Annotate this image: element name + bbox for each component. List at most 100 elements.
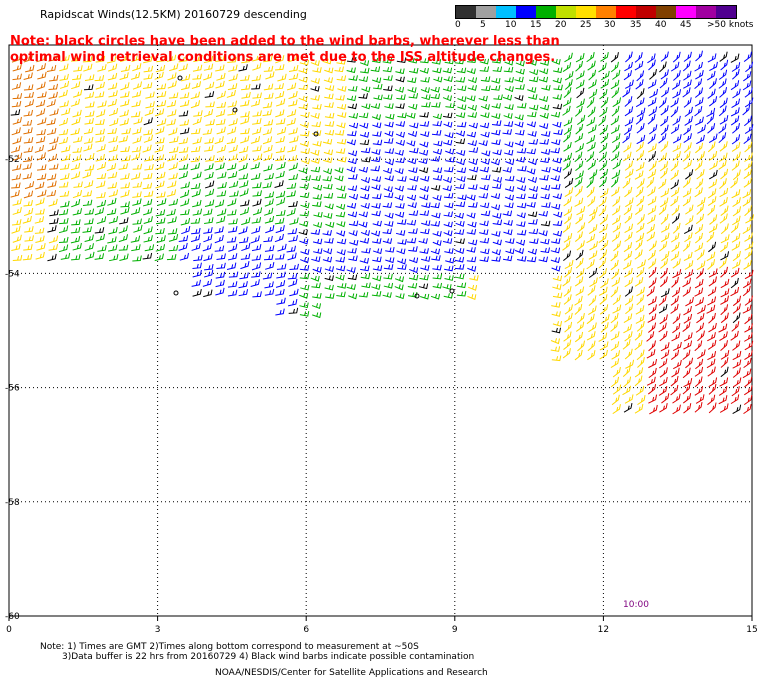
wind-barb bbox=[612, 215, 621, 225]
wind-barb bbox=[625, 197, 634, 208]
wind-barb bbox=[709, 61, 718, 72]
wind-barb bbox=[707, 53, 717, 63]
wind-barb bbox=[409, 267, 419, 274]
wind-barb bbox=[299, 59, 310, 66]
wind-barb bbox=[131, 244, 141, 252]
wind-barb bbox=[264, 245, 275, 252]
wind-barb bbox=[106, 208, 117, 216]
wind-barb bbox=[647, 169, 657, 179]
wind-barb bbox=[563, 124, 573, 136]
wind-barb bbox=[371, 176, 382, 183]
wind-barb bbox=[288, 307, 299, 314]
wind-barb bbox=[286, 208, 296, 217]
wind-barb bbox=[59, 80, 70, 89]
wind-barb bbox=[720, 223, 729, 235]
wind-barb bbox=[60, 252, 71, 260]
wind-barb bbox=[562, 348, 571, 359]
wind-barb bbox=[312, 184, 323, 191]
wind-barb bbox=[455, 220, 465, 227]
wind-barb bbox=[107, 72, 118, 81]
wind-barb bbox=[538, 230, 548, 237]
wind-barb bbox=[12, 63, 22, 72]
wind-barb bbox=[574, 349, 583, 361]
wind-barb bbox=[600, 132, 609, 144]
colorbar-label: 0 bbox=[455, 20, 461, 30]
wind-barb bbox=[720, 288, 730, 298]
wind-barb bbox=[311, 175, 321, 181]
wind-barb bbox=[383, 273, 393, 280]
wind-barb bbox=[468, 184, 478, 190]
wind-barb bbox=[430, 86, 440, 93]
wind-barb bbox=[636, 349, 645, 361]
wind-barb bbox=[454, 256, 465, 263]
wind-barb bbox=[409, 175, 419, 182]
wind-barb bbox=[287, 298, 298, 307]
wind-barb bbox=[384, 175, 394, 182]
wind-barb bbox=[742, 104, 751, 116]
wind-barb bbox=[454, 212, 464, 219]
wind-barb bbox=[324, 284, 334, 291]
wind-barb bbox=[659, 241, 668, 252]
wind-barb bbox=[431, 255, 441, 261]
wind-barb bbox=[634, 52, 643, 63]
wind-barb bbox=[683, 159, 692, 170]
wind-barb bbox=[708, 223, 718, 234]
wind-barb bbox=[407, 202, 417, 209]
wind-barb bbox=[599, 188, 609, 198]
wind-barb bbox=[587, 285, 596, 296]
wind-barb bbox=[203, 227, 213, 234]
wind-barb bbox=[562, 160, 571, 171]
wind-barb bbox=[48, 54, 58, 62]
wind-barb bbox=[612, 159, 621, 170]
wind-barb bbox=[634, 60, 644, 71]
wind-barb bbox=[445, 257, 455, 264]
wind-barb bbox=[732, 404, 742, 414]
wind-barb bbox=[526, 202, 536, 208]
wind-barb bbox=[358, 211, 368, 218]
wind-barb bbox=[660, 213, 669, 225]
wind-barb bbox=[286, 245, 296, 253]
wind-barb bbox=[95, 135, 105, 143]
wind-barb bbox=[683, 70, 692, 81]
wind-barb bbox=[552, 157, 562, 164]
wind-barb bbox=[252, 110, 262, 117]
wind-barb bbox=[466, 194, 476, 201]
wind-barb bbox=[84, 234, 94, 242]
wind-barb bbox=[203, 289, 213, 298]
wind-barb bbox=[312, 194, 323, 200]
wind-barb bbox=[731, 134, 741, 145]
wind-barb bbox=[131, 54, 141, 63]
wind-barb bbox=[120, 64, 131, 72]
wind-barb bbox=[622, 260, 632, 270]
wind-barb bbox=[11, 54, 22, 63]
wind-barb bbox=[552, 230, 563, 237]
wind-barb bbox=[274, 180, 284, 188]
wind-barb bbox=[719, 331, 728, 341]
wind-barb bbox=[444, 132, 454, 139]
wind-barb bbox=[132, 255, 142, 262]
wind-barb bbox=[394, 185, 404, 192]
wind-barb bbox=[180, 189, 190, 199]
wind-barb bbox=[97, 100, 107, 108]
wind-barb bbox=[550, 147, 560, 154]
wind-barb bbox=[408, 228, 418, 234]
wind-barb bbox=[215, 109, 226, 118]
wind-barb bbox=[361, 247, 371, 254]
wind-barb bbox=[551, 327, 562, 334]
wind-barb bbox=[336, 104, 347, 110]
wind-barb bbox=[647, 214, 656, 225]
wind-barb bbox=[444, 202, 454, 209]
wind-barb bbox=[275, 118, 286, 125]
wind-barb bbox=[469, 166, 479, 173]
wind-barb bbox=[420, 265, 430, 271]
wind-barb bbox=[240, 253, 251, 260]
wind-barb bbox=[107, 99, 117, 107]
wind-barb bbox=[395, 121, 406, 127]
wind-barb bbox=[468, 122, 478, 129]
wind-barb bbox=[624, 61, 633, 72]
wind-barb bbox=[395, 140, 405, 146]
wind-barb bbox=[372, 238, 382, 244]
wind-barb bbox=[564, 259, 574, 270]
wind-barb bbox=[719, 51, 728, 62]
wind-barb bbox=[492, 239, 502, 246]
